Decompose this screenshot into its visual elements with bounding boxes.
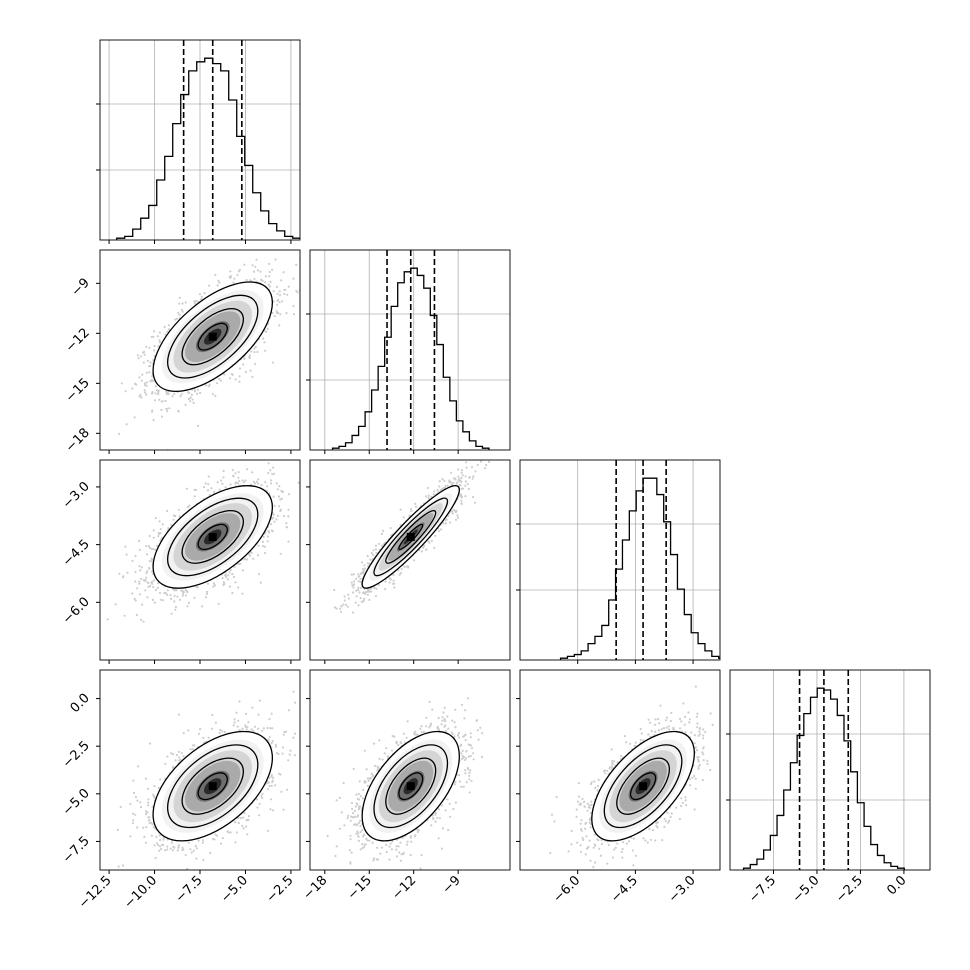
- hist-panel-1: [306, 249, 511, 454]
- density-peak: [208, 532, 217, 541]
- contour-1: [373, 744, 449, 829]
- y-tick-label-row3-1: −5.0: [60, 786, 93, 819]
- contour-3: [398, 772, 424, 801]
- y-tick-label-row3-3: 0.0: [68, 691, 93, 716]
- contour-1: [603, 744, 683, 829]
- contour-3: [197, 523, 228, 551]
- x-tick-label-col1-3: −9: [440, 873, 464, 897]
- axes-frame: [519, 459, 721, 661]
- contour-1: [373, 497, 449, 577]
- x-tick-label-col0-1: −10.0: [121, 873, 160, 912]
- pair-panel-1-0: [96, 249, 301, 454]
- x-tick-label-col2-1: −4.5: [608, 873, 641, 906]
- y-tick-label-row2-2: −3.0: [60, 479, 93, 512]
- contour-1: [166, 744, 259, 829]
- pair-panel-2-1: [306, 459, 511, 664]
- contour-2: [181, 757, 244, 815]
- axes-frame: [309, 669, 511, 871]
- contour-2: [385, 510, 437, 564]
- density-peak: [639, 782, 648, 791]
- y-tick-label-row1-1: −15: [63, 376, 93, 406]
- density-peak: [208, 782, 217, 791]
- hist-panel-2: [516, 459, 721, 664]
- x-tick-label-col2-0: −6.0: [550, 873, 583, 906]
- contour-3: [629, 772, 657, 801]
- pair-panel-3-0: [96, 669, 301, 874]
- contour-2: [181, 510, 244, 564]
- density-peak: [406, 782, 415, 791]
- contour-2: [385, 757, 437, 815]
- x-tick-label-col0-0: −12.5: [76, 873, 115, 912]
- y-tick-label-row3-0: −7.5: [60, 834, 93, 867]
- y-tick-label-row1-2: −12: [63, 326, 93, 356]
- x-tick-label-col0-4: −2.5: [264, 873, 297, 906]
- y-tick-label-row3-2: −2.5: [60, 738, 93, 771]
- contour-0: [361, 485, 460, 589]
- contour-0: [591, 730, 695, 842]
- x-tick-label-col0-2: −7.5: [173, 873, 206, 906]
- contour-0: [361, 730, 460, 842]
- contour-0: [152, 730, 274, 842]
- x-tick-label-col1-0: −18: [300, 873, 330, 903]
- pair-panel-3-1: [306, 669, 511, 874]
- x-tick-label-col3-1: −5.0: [790, 873, 823, 906]
- x-tick-label-col3-2: −2.5: [833, 873, 866, 906]
- y-tick-label-row2-1: −4.5: [60, 537, 93, 570]
- y-tick-label-row2-0: −6.0: [60, 595, 93, 628]
- contour-0: [152, 485, 274, 589]
- x-tick-label-col1-1: −15: [345, 873, 375, 903]
- contour-1: [166, 497, 259, 577]
- density-peak: [406, 532, 415, 541]
- y-tick-label-row1-0: −18: [63, 426, 93, 456]
- y-tick-label-row1-3: −9: [69, 276, 93, 300]
- axes-frame: [309, 459, 511, 661]
- contour-2: [616, 757, 670, 815]
- contour-3: [197, 772, 228, 801]
- contour-3: [197, 322, 228, 351]
- axes-frame: [519, 669, 721, 871]
- contour-0: [152, 281, 274, 392]
- density-peak: [208, 332, 217, 341]
- contour-2: [181, 308, 244, 366]
- contour-1: [166, 294, 259, 379]
- hist-panel-0: [96, 39, 301, 244]
- axes-frame: [309, 249, 511, 451]
- x-tick-label-col2-2: −3.0: [666, 873, 699, 906]
- axes-frame: [729, 669, 931, 871]
- x-tick-label-col0-3: −5.0: [218, 873, 251, 906]
- hist-panel-3: [726, 669, 931, 874]
- x-tick-label-col3-0: −7.5: [746, 873, 779, 906]
- pair-panel-2-0: [96, 459, 301, 664]
- x-tick-label-col3-3: 0.0: [884, 873, 909, 898]
- pair-panel-3-2: [516, 669, 721, 874]
- x-tick-label-col1-2: −12: [389, 873, 419, 903]
